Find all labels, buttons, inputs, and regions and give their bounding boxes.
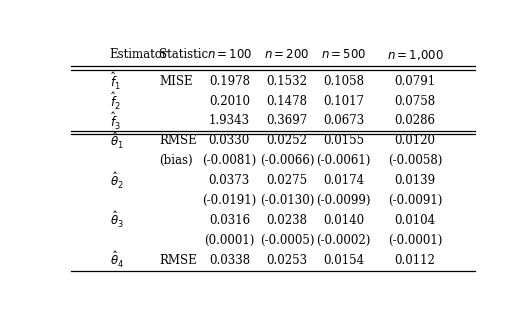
Text: (-0.0191): (-0.0191) xyxy=(202,194,256,207)
Text: 0.0155: 0.0155 xyxy=(323,135,364,147)
Text: 0.1478: 0.1478 xyxy=(267,94,307,108)
Text: 0.1532: 0.1532 xyxy=(267,75,307,88)
Text: $n = 100$: $n = 100$ xyxy=(206,48,252,61)
Text: $\hat{\theta}_1$: $\hat{\theta}_1$ xyxy=(110,131,123,151)
Text: 0.0275: 0.0275 xyxy=(267,174,307,187)
Text: 0.1058: 0.1058 xyxy=(323,75,364,88)
Text: 0.0140: 0.0140 xyxy=(323,214,364,227)
Text: 0.0330: 0.0330 xyxy=(209,135,250,147)
Text: (-0.0005): (-0.0005) xyxy=(260,234,314,247)
Text: 1.9343: 1.9343 xyxy=(209,114,250,128)
Text: (-0.0081): (-0.0081) xyxy=(202,154,256,167)
Text: 0.0252: 0.0252 xyxy=(267,135,307,147)
Text: RMSE: RMSE xyxy=(159,254,197,267)
Text: (-0.0001): (-0.0001) xyxy=(388,234,442,247)
Text: 0.2010: 0.2010 xyxy=(209,94,250,108)
Text: (-0.0058): (-0.0058) xyxy=(388,154,442,167)
Text: 0.0673: 0.0673 xyxy=(323,114,364,128)
Text: 0.0338: 0.0338 xyxy=(209,254,250,267)
Text: $\hat{f}_2$: $\hat{f}_2$ xyxy=(110,91,120,112)
Text: Statistic: Statistic xyxy=(159,48,209,61)
Text: (-0.0066): (-0.0066) xyxy=(260,154,314,167)
Text: Estimator: Estimator xyxy=(110,48,168,61)
Text: 0.0316: 0.0316 xyxy=(209,214,250,227)
Text: 0.0174: 0.0174 xyxy=(323,174,364,187)
Text: (-0.0091): (-0.0091) xyxy=(388,194,442,207)
Text: 0.0154: 0.0154 xyxy=(323,254,364,267)
Text: 0.0253: 0.0253 xyxy=(267,254,307,267)
Text: 0.0238: 0.0238 xyxy=(267,214,307,227)
Text: (-0.0061): (-0.0061) xyxy=(317,154,371,167)
Text: $\hat{f}_1$: $\hat{f}_1$ xyxy=(110,71,121,92)
Text: $\hat{\theta}_4$: $\hat{\theta}_4$ xyxy=(110,250,124,270)
Text: (-0.0099): (-0.0099) xyxy=(317,194,371,207)
Text: (-0.0130): (-0.0130) xyxy=(260,194,314,207)
Text: 0.0112: 0.0112 xyxy=(394,254,435,267)
Text: 0.0139: 0.0139 xyxy=(394,174,436,187)
Text: $\hat{f}_3$: $\hat{f}_3$ xyxy=(110,111,121,132)
Text: 0.3697: 0.3697 xyxy=(267,114,307,128)
Text: $\hat{\theta}_2$: $\hat{\theta}_2$ xyxy=(110,171,123,191)
Text: 0.0120: 0.0120 xyxy=(394,135,435,147)
Text: 0.0791: 0.0791 xyxy=(394,75,436,88)
Text: 0.0758: 0.0758 xyxy=(394,94,436,108)
Text: $n = 200$: $n = 200$ xyxy=(264,48,310,61)
Text: RMSE: RMSE xyxy=(159,135,197,147)
Text: (-0.0002): (-0.0002) xyxy=(317,234,371,247)
Text: MISE: MISE xyxy=(159,75,193,88)
Text: (bias): (bias) xyxy=(159,154,193,167)
Text: 0.0104: 0.0104 xyxy=(394,214,436,227)
Text: 0.0286: 0.0286 xyxy=(394,114,435,128)
Text: 0.1017: 0.1017 xyxy=(323,94,364,108)
Text: $\hat{\theta}_3$: $\hat{\theta}_3$ xyxy=(110,210,123,231)
Text: 0.0373: 0.0373 xyxy=(209,174,250,187)
Text: $n = 500$: $n = 500$ xyxy=(321,48,367,61)
Text: $n = 1{,}000$: $n = 1{,}000$ xyxy=(387,48,443,62)
Text: (0.0001): (0.0001) xyxy=(204,234,254,247)
Text: 0.1978: 0.1978 xyxy=(209,75,250,88)
